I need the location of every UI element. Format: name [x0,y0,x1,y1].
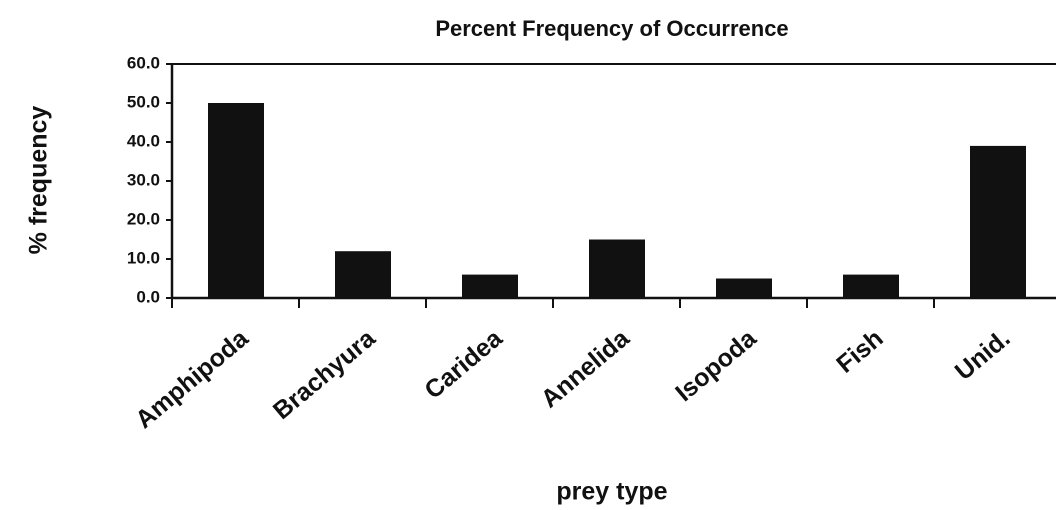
bar [970,145,1026,298]
x-tick-label: Unid. [950,324,1016,386]
y-tick-label: 30.0 [127,170,160,189]
y-tick-label: 10.0 [127,248,160,267]
x-tick-label: Brachyura [268,324,382,426]
y-tick-label: 0.0 [136,287,160,306]
bar [208,103,264,298]
bar [843,274,899,298]
x-tick-label: Caridea [419,324,508,405]
x-tick-label: Isopoda [670,324,762,408]
x-tick-label: Annelida [536,324,636,414]
bar [716,278,772,298]
bar [462,274,518,298]
bar [335,251,391,298]
x-axis-label: prey type [556,478,667,506]
x-tick-label: Amphipoda [130,324,254,435]
y-tick-label: 50.0 [127,92,160,111]
y-tick-label: 20.0 [127,209,160,228]
y-tick-label: 60.0 [127,53,160,72]
bar [589,239,645,298]
chart-title: Percent Frequency of Occurrence [435,16,788,41]
y-tick-label: 40.0 [127,131,160,150]
y-axis-label: % frequency [25,106,53,255]
x-tick-label: Fish [831,324,888,378]
